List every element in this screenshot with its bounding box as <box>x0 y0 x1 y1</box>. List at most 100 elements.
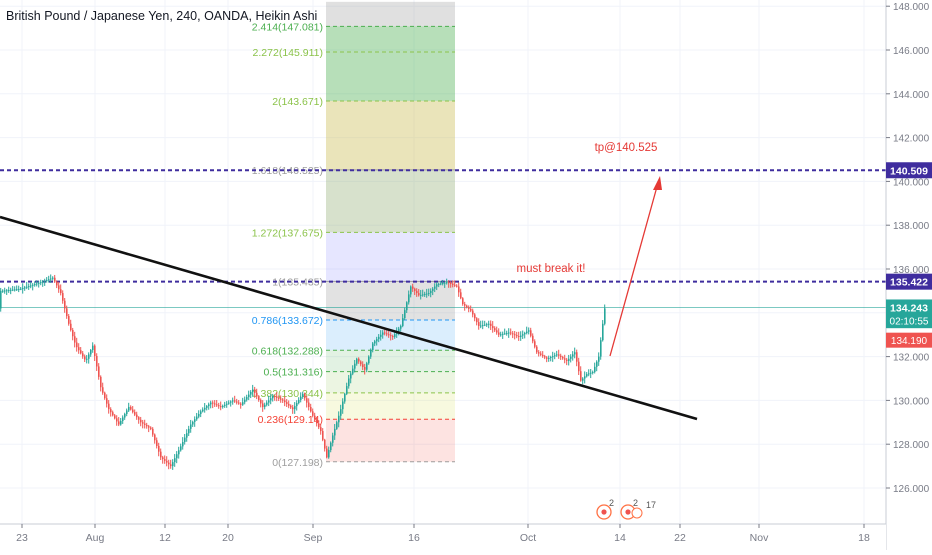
candle[interactable] <box>488 323 490 325</box>
candle[interactable] <box>304 393 306 399</box>
candle[interactable] <box>168 462 170 465</box>
candle[interactable] <box>524 332 526 335</box>
candle[interactable] <box>586 374 588 377</box>
candle[interactable] <box>380 334 382 337</box>
candle[interactable] <box>492 325 494 329</box>
candle[interactable] <box>602 323 604 341</box>
candle[interactable] <box>186 433 188 438</box>
candle[interactable] <box>574 352 576 355</box>
candle[interactable] <box>50 278 52 280</box>
candle[interactable] <box>490 323 492 326</box>
candle[interactable] <box>80 350 82 354</box>
candle[interactable] <box>204 407 206 410</box>
candle[interactable] <box>150 427 152 429</box>
candle[interactable] <box>66 308 68 317</box>
drawings[interactable] <box>0 176 698 421</box>
candle[interactable] <box>116 418 118 422</box>
candle[interactable] <box>302 393 304 397</box>
candle[interactable] <box>532 335 534 342</box>
candle[interactable] <box>118 421 120 425</box>
candle[interactable] <box>510 332 512 334</box>
candle[interactable] <box>30 285 32 287</box>
candle[interactable] <box>218 405 220 407</box>
candle[interactable] <box>508 332 510 334</box>
candle[interactable] <box>436 284 438 287</box>
candle[interactable] <box>86 358 88 360</box>
candle[interactable] <box>576 352 578 362</box>
candle[interactable] <box>106 398 108 404</box>
fibonacci-extension[interactable]: 2.414(147.081) 2.272(145.911) 2(143.671) 1.… <box>252 1 455 469</box>
candle[interactable] <box>252 389 254 393</box>
candle[interactable] <box>250 392 252 395</box>
candle[interactable] <box>176 454 178 459</box>
candle[interactable] <box>388 334 390 336</box>
candle[interactable] <box>348 378 350 387</box>
candle[interactable] <box>546 357 548 359</box>
candle[interactable] <box>406 302 408 311</box>
candle[interactable] <box>366 363 368 370</box>
candle[interactable] <box>448 282 450 284</box>
candle[interactable] <box>496 330 498 333</box>
candle[interactable] <box>78 347 80 351</box>
candle[interactable] <box>114 415 116 419</box>
candle[interactable] <box>0 290 2 309</box>
candle[interactable] <box>72 330 74 337</box>
candle[interactable] <box>354 363 356 369</box>
candle[interactable] <box>246 397 248 400</box>
candle[interactable] <box>422 294 424 296</box>
candle[interactable] <box>22 288 24 290</box>
candle[interactable] <box>426 293 428 295</box>
candle[interactable] <box>538 352 540 354</box>
trendline[interactable] <box>0 215 698 421</box>
candle[interactable] <box>442 283 444 285</box>
axis-badge[interactable] <box>886 313 932 329</box>
candle[interactable] <box>474 314 476 319</box>
candle[interactable] <box>390 335 392 337</box>
candle[interactable] <box>402 318 404 326</box>
candle[interactable] <box>200 411 202 414</box>
candle[interactable] <box>558 354 560 356</box>
candle[interactable] <box>564 358 566 360</box>
candle[interactable] <box>144 423 146 425</box>
candle[interactable] <box>582 378 584 381</box>
candle[interactable] <box>92 345 94 351</box>
candle[interactable] <box>38 282 40 284</box>
candle[interactable] <box>82 353 84 357</box>
candle[interactable] <box>166 460 168 463</box>
candle[interactable] <box>136 414 138 418</box>
event-marker[interactable] <box>631 507 643 519</box>
candle[interactable] <box>210 402 212 405</box>
candle[interactable] <box>240 403 242 405</box>
candle[interactable] <box>58 285 60 290</box>
candle[interactable] <box>192 421 194 425</box>
candle[interactable] <box>410 286 412 295</box>
candle[interactable] <box>108 403 110 410</box>
candle[interactable] <box>180 446 182 451</box>
candle[interactable] <box>216 404 218 406</box>
candle[interactable] <box>364 367 366 370</box>
candle[interactable] <box>372 343 374 351</box>
candle[interactable] <box>14 289 16 291</box>
candle[interactable] <box>468 307 470 309</box>
candle[interactable] <box>196 416 198 420</box>
candle[interactable] <box>300 396 302 400</box>
candle[interactable] <box>432 288 434 291</box>
candle[interactable] <box>242 402 244 405</box>
candle[interactable] <box>232 400 234 402</box>
candle[interactable] <box>288 403 290 406</box>
candle[interactable] <box>222 405 224 407</box>
candle[interactable] <box>542 354 544 357</box>
candle[interactable] <box>378 336 380 340</box>
candle[interactable] <box>140 419 142 423</box>
candle[interactable] <box>472 310 474 315</box>
candle[interactable] <box>270 398 272 401</box>
candle[interactable] <box>56 281 58 286</box>
candle[interactable] <box>208 404 210 407</box>
candle[interactable] <box>338 415 340 423</box>
candle[interactable] <box>588 373 590 375</box>
candle[interactable] <box>454 284 456 286</box>
candle[interactable] <box>52 277 54 279</box>
candle[interactable] <box>328 450 330 458</box>
candle[interactable] <box>12 289 14 291</box>
